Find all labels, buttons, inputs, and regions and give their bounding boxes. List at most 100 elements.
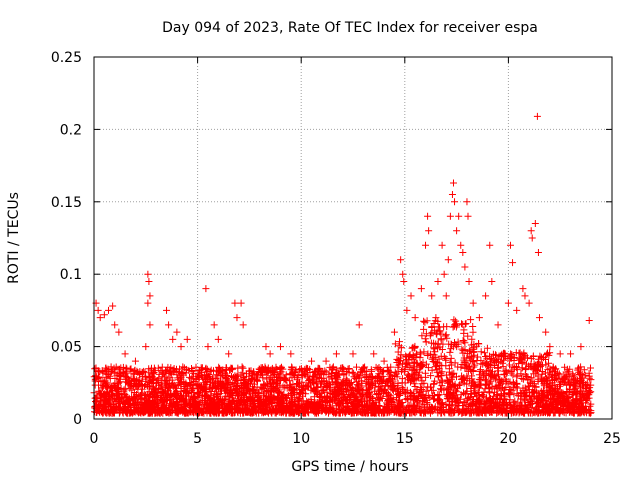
y-tick-label: 0	[73, 412, 82, 428]
data-point	[585, 317, 593, 325]
data-point	[428, 292, 436, 300]
data-point	[339, 364, 347, 372]
data-point	[546, 343, 554, 351]
data-point	[115, 328, 123, 336]
data-point	[475, 314, 483, 322]
x-tick-label: 5	[193, 431, 202, 447]
data-point	[432, 314, 440, 322]
data-point	[355, 321, 363, 329]
data-point	[407, 292, 415, 300]
data-point	[422, 241, 430, 249]
x-tick-label: 10	[292, 431, 310, 447]
data-point	[424, 212, 432, 220]
chart-title: Day 094 of 2023, Rate Of TEC Index for r…	[162, 20, 538, 36]
x-tick-label: 20	[499, 431, 517, 447]
data-point	[370, 350, 378, 358]
plot-border	[93, 56, 613, 420]
data-point	[131, 357, 139, 365]
data-point	[349, 350, 357, 358]
data-point	[144, 299, 152, 307]
data-point	[425, 227, 433, 235]
data-point	[332, 350, 340, 358]
data-point	[440, 270, 448, 278]
data-point	[173, 328, 181, 336]
data-point	[146, 321, 154, 329]
data-point	[400, 277, 408, 285]
data-point	[556, 350, 564, 358]
data-point	[527, 227, 535, 235]
data-point	[525, 299, 533, 307]
data-point	[399, 270, 407, 278]
data-point	[453, 227, 461, 235]
data-point	[465, 277, 473, 285]
data-point	[177, 343, 185, 351]
y-tick-label: 0.25	[51, 50, 82, 66]
data-point	[403, 306, 411, 314]
data-point	[455, 212, 463, 220]
y-tick-label: 0.15	[51, 195, 82, 211]
axis-ticks: 0 5 10 15 20 25 0 0.05 0.1 0.15 0.2 0.25	[51, 50, 621, 447]
data-point	[531, 220, 539, 228]
data-point	[528, 234, 536, 242]
data-point	[442, 292, 450, 300]
data-point	[210, 321, 218, 329]
data-point	[287, 350, 295, 358]
plot-frame	[93, 56, 613, 420]
data-point	[488, 277, 496, 285]
x-tick-label: 0	[90, 431, 99, 447]
data-point	[397, 256, 405, 264]
data-point	[121, 350, 129, 358]
data-point	[96, 314, 104, 322]
data-point	[380, 357, 388, 365]
data-point	[504, 299, 512, 307]
data-point	[109, 302, 117, 310]
data-point	[506, 241, 514, 249]
data-point	[535, 314, 543, 322]
data-point	[202, 285, 210, 293]
data-point	[461, 263, 469, 271]
data-point	[482, 292, 490, 300]
data-point	[469, 299, 477, 307]
y-tick-label: 0.05	[51, 340, 82, 356]
data-point	[459, 248, 467, 256]
data-point	[308, 357, 316, 365]
data-points	[90, 112, 595, 417]
data-point	[417, 285, 425, 293]
data-point	[434, 277, 442, 285]
data-point	[519, 285, 527, 293]
data-point	[169, 335, 177, 343]
data-cloud	[90, 316, 595, 417]
data-point	[533, 112, 541, 120]
data-point	[204, 343, 212, 351]
data-point	[165, 321, 173, 329]
data-point	[448, 191, 456, 199]
data-point	[438, 241, 446, 249]
data-point	[142, 343, 150, 351]
grid	[94, 57, 612, 419]
data-point	[145, 277, 153, 285]
data-point	[444, 256, 452, 264]
data-point	[100, 311, 108, 319]
data-point	[214, 335, 222, 343]
data-point	[94, 306, 102, 314]
data-point	[266, 350, 274, 358]
data-point	[494, 321, 502, 329]
data-point	[262, 343, 270, 351]
data-point	[446, 212, 454, 220]
y-axis-label: ROTI / TECUs	[6, 192, 22, 284]
data-point	[464, 212, 472, 220]
data-point	[486, 241, 494, 249]
data-point	[322, 357, 330, 365]
data-point	[463, 198, 471, 206]
data-point	[457, 241, 465, 249]
data-point	[521, 292, 529, 300]
data-point	[239, 321, 247, 329]
x-tick-label: 15	[396, 431, 414, 447]
data-point	[163, 306, 171, 314]
data-point	[146, 292, 154, 300]
data-point	[509, 259, 517, 267]
data-point	[513, 306, 521, 314]
data-point	[144, 270, 152, 278]
data-point	[111, 321, 119, 329]
data-point	[231, 299, 239, 307]
